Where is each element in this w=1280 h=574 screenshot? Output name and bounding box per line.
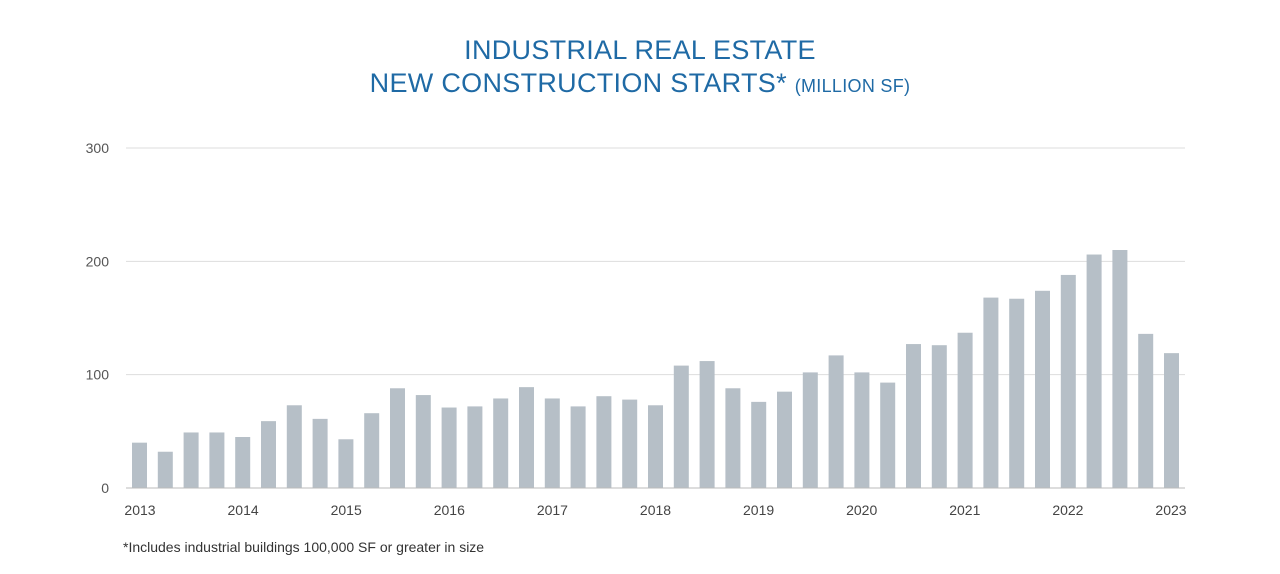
bar <box>519 387 534 488</box>
bar <box>544 398 560 488</box>
bar <box>235 437 251 488</box>
x-tick-label: 2014 <box>228 502 259 518</box>
bar <box>596 396 612 488</box>
chart-footnote: *Includes industrial buildings 100,000 S… <box>123 539 485 555</box>
bar <box>957 332 973 488</box>
bar <box>1060 274 1076 488</box>
bar <box>493 398 509 488</box>
x-tick-label: 2019 <box>743 502 774 518</box>
bar <box>802 372 818 488</box>
y-tick-label: 0 <box>101 480 109 496</box>
bar <box>983 297 999 488</box>
bar <box>1164 353 1179 488</box>
bar <box>1086 254 1102 488</box>
bar <box>880 382 896 488</box>
x-tick-label: 2022 <box>1052 502 1083 518</box>
x-tick-label: 2017 <box>537 502 568 518</box>
bar <box>312 418 328 488</box>
bar <box>1112 250 1128 488</box>
chart-title-line2: NEW CONSTRUCTION STARTS* (MILLION SF) <box>0 67 1280 103</box>
bar <box>1009 298 1025 488</box>
bar <box>699 361 715 488</box>
bar <box>183 432 199 488</box>
bar <box>648 405 663 488</box>
bar <box>157 451 173 488</box>
bar <box>338 439 354 488</box>
bar <box>415 395 431 488</box>
x-tick-label: 2023 <box>1155 502 1186 518</box>
chart-title: INDUSTRIAL REAL ESTATE NEW CONSTRUCTION … <box>0 34 1280 103</box>
bar <box>751 401 767 488</box>
bar <box>467 406 483 488</box>
x-tick-label: 2020 <box>846 502 877 518</box>
bar <box>622 399 638 488</box>
bar <box>261 421 276 488</box>
bar <box>570 406 586 488</box>
bar <box>906 344 921 488</box>
x-tick-label: 2018 <box>640 502 671 518</box>
chart-title-main: NEW CONSTRUCTION STARTS* <box>369 68 787 98</box>
x-tick-label: 2013 <box>124 502 155 518</box>
x-tick-label: 2021 <box>949 502 980 518</box>
bar <box>286 405 302 488</box>
y-tick-label: 300 <box>86 140 110 156</box>
bar <box>364 413 380 488</box>
bar <box>673 365 689 488</box>
x-tick-label: 2015 <box>331 502 362 518</box>
y-tick-label: 100 <box>86 367 110 383</box>
chart-title-line1: INDUSTRIAL REAL ESTATE <box>464 35 816 65</box>
bar <box>1138 333 1154 488</box>
bar <box>777 391 792 488</box>
bar <box>828 355 844 488</box>
bar <box>931 345 947 488</box>
bar <box>132 442 147 488</box>
bar <box>390 388 405 488</box>
bar <box>725 388 741 488</box>
y-tick-label: 200 <box>86 253 110 269</box>
bar <box>441 407 457 488</box>
bar <box>854 372 870 488</box>
bar <box>1035 290 1050 488</box>
bar <box>209 432 225 488</box>
chart-title-unit: (MILLION SF) <box>794 76 911 96</box>
x-tick-label: 2016 <box>434 502 465 518</box>
